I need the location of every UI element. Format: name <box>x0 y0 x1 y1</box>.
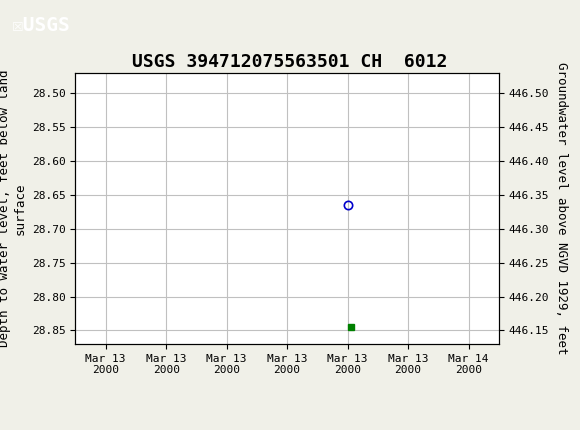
Text: USGS 394712075563501 CH  6012: USGS 394712075563501 CH 6012 <box>132 53 448 71</box>
Y-axis label: Groundwater level above NGVD 1929, feet: Groundwater level above NGVD 1929, feet <box>554 62 568 355</box>
Y-axis label: Depth to water level, feet below land
surface: Depth to water level, feet below land su… <box>0 70 26 347</box>
Text: ☒USGS: ☒USGS <box>12 16 70 35</box>
